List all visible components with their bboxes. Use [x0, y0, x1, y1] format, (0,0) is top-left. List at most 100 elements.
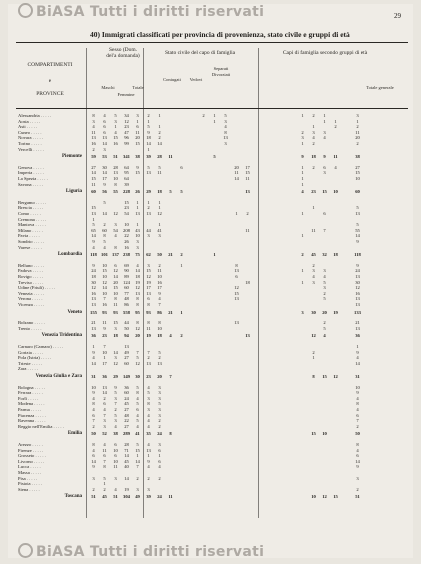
table-cell: 15 [322, 189, 327, 195]
table-cell: 10 [113, 176, 118, 181]
table-total-row: 50 52 38 289 41 35 24 8 15 10 50 [88, 431, 363, 436]
table-cell: 6 [103, 129, 106, 135]
table-cell: 38 [135, 154, 140, 160]
group-total-label: Veneto [67, 309, 82, 315]
table-cell: 12 [135, 285, 140, 291]
table-cell: 11 [157, 170, 162, 176]
table-total-row: 118 101 137 238 75 62 50 21 2 1 2 45 32 18 118 [88, 252, 363, 257]
table-cell: 1 [180, 309, 183, 315]
table-cell: 4 [158, 464, 161, 470]
table-cell: 36 [91, 333, 96, 339]
table-cell: 9 [356, 390, 359, 396]
table-cell: 9 [136, 164, 139, 170]
table-cell: 6 [158, 447, 161, 453]
table-row: 1 7 13 1 [88, 344, 363, 349]
table-cell: 65 [91, 227, 96, 233]
table-cell: 4 [147, 412, 150, 418]
header-femmine: Femmine [117, 92, 135, 97]
table-cell: 4 [312, 274, 315, 279]
table-cell: 17 [245, 164, 250, 170]
table-cell: 24 [157, 431, 162, 437]
table-cell: 6 [136, 407, 139, 412]
table-row: 2 3 4 27 4 4 2 2 [88, 424, 363, 429]
table-cell: 18 [333, 252, 338, 258]
row-label: Vercelli . . . . . [18, 146, 44, 152]
table-cell: 45 [311, 252, 316, 258]
table-cell: 5 [213, 154, 216, 160]
row-label: Trieste . . . . . [18, 360, 43, 366]
table-cell: 4 [92, 395, 95, 401]
table-cell: 27 [124, 423, 129, 429]
table-row: 13 9 3 50 12 11 10 5 13 [88, 326, 363, 331]
table-cell: 4 [114, 423, 117, 429]
table-cell: 4 [92, 355, 95, 361]
table-cell: 23 [102, 333, 107, 339]
table-cell: 2 [356, 124, 359, 130]
row-label: Alessandria . . . . . [18, 113, 52, 118]
group-total-label: Piemonte [62, 154, 82, 160]
table-cell: 3 [158, 233, 161, 239]
table-cell: 16 [91, 141, 96, 146]
table-cell: 51 [91, 494, 96, 500]
table-cell: 4 [147, 464, 150, 470]
table-cell: 1 [301, 170, 304, 176]
table-cell: 13 [223, 135, 228, 141]
table-cell: 6 [158, 458, 161, 464]
table-cell: 5 [114, 412, 117, 418]
table-cell: 124 [123, 279, 130, 285]
table-cell: 7 [136, 349, 139, 355]
table-cell: 14 [355, 233, 360, 239]
table-cell: 5 [136, 418, 139, 424]
table-cell: 3 [224, 141, 227, 146]
table-cell: 38 [113, 431, 118, 437]
table-cell: 3 [114, 222, 117, 228]
table-cell: 3 [158, 412, 161, 418]
table-cell: 36 [124, 384, 129, 390]
header-totale: Totale [132, 85, 144, 90]
table-row [88, 366, 363, 371]
column-rule [143, 48, 144, 518]
table-cell: 2 [103, 486, 106, 492]
table-cell: 13 [91, 135, 96, 141]
table-cell: 155 [90, 309, 97, 315]
table-cell: 11 [234, 170, 239, 176]
table-row: 14 7 10 45 14 9 6 14 [88, 459, 363, 464]
table-cell: 14 [91, 360, 96, 366]
column-rule [258, 48, 259, 518]
table-row: 27 30 28 64 9 5 5 6 20 17 1 2 6 4 27 [88, 165, 363, 170]
table-cell: 14 [102, 170, 107, 176]
table-cell: 1 [312, 355, 315, 361]
table-cell: 51 [113, 494, 118, 500]
row-label: Rovigo . . . . . [18, 274, 44, 279]
table-row: 1 [88, 217, 363, 222]
table-row: 3 6 3 12 1 1 1 3 1 1 1 [88, 119, 363, 124]
header-separati: Separati Divorziati [211, 66, 231, 77]
table-cell: 12 [113, 360, 118, 366]
row-label: Mantova . . . . . [18, 222, 46, 228]
table-cell: 3 [103, 418, 106, 424]
table-cell: 3 [114, 475, 117, 481]
table-cell: 44 [146, 227, 151, 233]
table-cell: 44 [124, 320, 129, 326]
row-label: Milano . . . . . [18, 227, 43, 233]
row-label: Ravenna . . . . . [18, 418, 46, 424]
table-cell: 17 [157, 285, 162, 291]
table-cell: 12 [157, 211, 162, 216]
table-cell: 15 [113, 285, 118, 291]
table-cell: 1 [158, 453, 161, 459]
table-cell: 5 [147, 124, 150, 130]
table-cell: 12 [322, 494, 327, 500]
table-cell: 45 [124, 458, 129, 464]
table-cell: 8 [147, 401, 150, 407]
table-row: 13 16 11 86 8 8 7 13 [88, 302, 363, 307]
table-cell: 9 [92, 262, 95, 268]
table-cell: 3 [92, 475, 95, 481]
table-cell: 54 [113, 227, 118, 233]
table-cell: 18 [157, 189, 162, 195]
table-cell: 27 [124, 355, 129, 361]
table-cell: 45 [102, 494, 107, 500]
table-cell: 19 [124, 486, 129, 492]
table-row: 8 4 5 34 3 2 1 2 1 5 1 2 1 3 [88, 113, 363, 118]
table-cell: 23 [146, 374, 151, 379]
table-cell: 12 [234, 285, 239, 291]
